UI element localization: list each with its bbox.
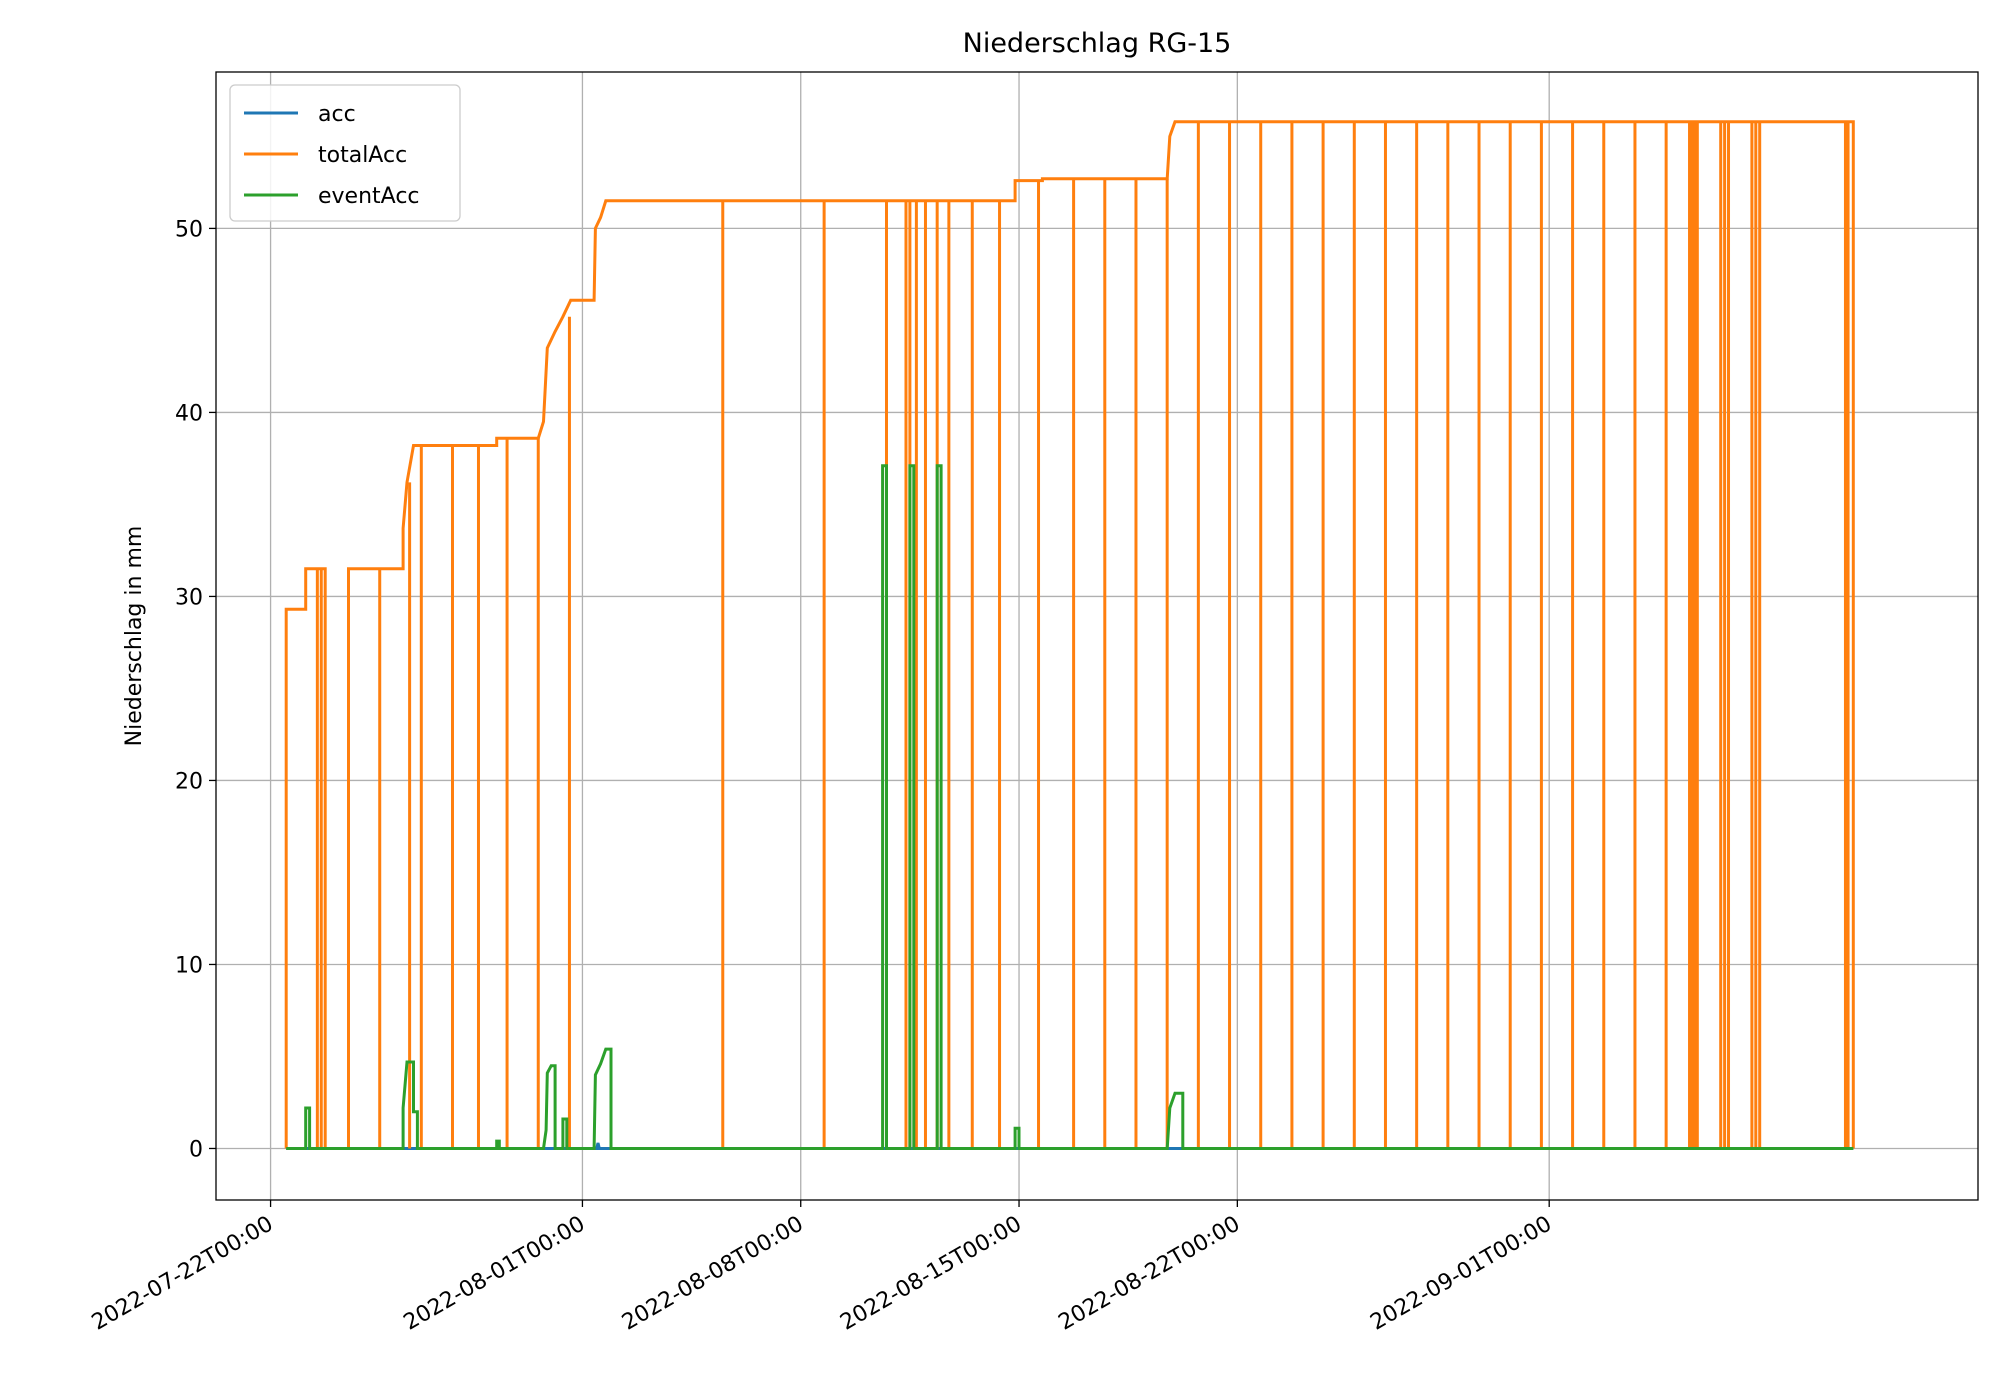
plot-frame	[215, 71, 1979, 1201]
grid-lines	[216, 72, 1978, 1200]
legend-box	[229, 84, 461, 222]
series-line-eventAcc	[286, 464, 1854, 1150]
y-axis-label: Niederschlag in mm	[122, 526, 147, 747]
y-tick-label: 30	[175, 585, 203, 610]
y-tick-label: 10	[175, 953, 203, 978]
y-tick-label: 0	[189, 1137, 203, 1162]
series-eventAcc	[286, 464, 1854, 1150]
plot-area	[284, 120, 1855, 1150]
y-tick-label: 40	[175, 401, 203, 426]
legend-label-totalAcc: totalAcc	[318, 143, 407, 168]
legend-label-eventAcc: eventAcc	[318, 184, 420, 209]
y-tick-label: 50	[175, 217, 203, 242]
legend-label-acc: acc	[318, 102, 356, 127]
y-tick-label: 20	[175, 769, 203, 794]
series-totalAcc	[284, 120, 1855, 1150]
chart-title: Niederschlag RG-15	[963, 28, 1232, 59]
legend: acc totalAcc eventAcc	[229, 84, 461, 222]
